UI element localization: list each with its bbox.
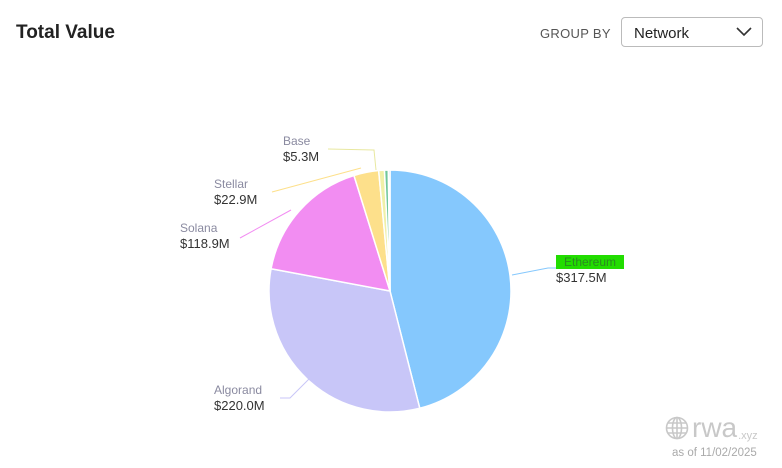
value-algorand: $220.0M (214, 398, 265, 413)
brand-suffix: .xyz (738, 430, 758, 442)
value-solana: $118.9M (180, 236, 230, 251)
group-by-label: GROUP BY (540, 26, 611, 41)
leader-base (327, 148, 377, 171)
leader-stellar (271, 167, 362, 193)
label-base: Base (283, 134, 311, 148)
pie-slice-solana[interactable] (270, 174, 392, 292)
value-stellar: $22.9M (214, 192, 258, 207)
leader-algorand (280, 377, 311, 399)
label-algorand: Algorand (214, 383, 263, 397)
value-base: $5.3M (283, 149, 320, 164)
pie-slice-algorand[interactable] (268, 267, 421, 413)
label-ethereum: Ethereum (556, 255, 625, 269)
leader-ethereum (511, 267, 556, 276)
label-stellar: Stellar (214, 177, 249, 191)
page-title: Total Value (16, 22, 115, 43)
chevron-down-icon (736, 27, 752, 37)
pie-slice-ethereum[interactable] (389, 169, 512, 410)
value-ethereum: $317.5M (556, 270, 607, 285)
group-by-value: Network (634, 25, 690, 42)
rwa-logo: rwa .xyz (665, 414, 758, 442)
brand-name: rwa (692, 412, 738, 443)
globe-icon (665, 416, 689, 440)
label-solana: Solana (180, 221, 218, 235)
as-of-date: as of 11/02/2025 (672, 447, 757, 459)
group-by-select[interactable]: Network (621, 17, 763, 47)
pie-slice-other-6[interactable] (387, 169, 391, 292)
leader-solana (239, 209, 292, 239)
